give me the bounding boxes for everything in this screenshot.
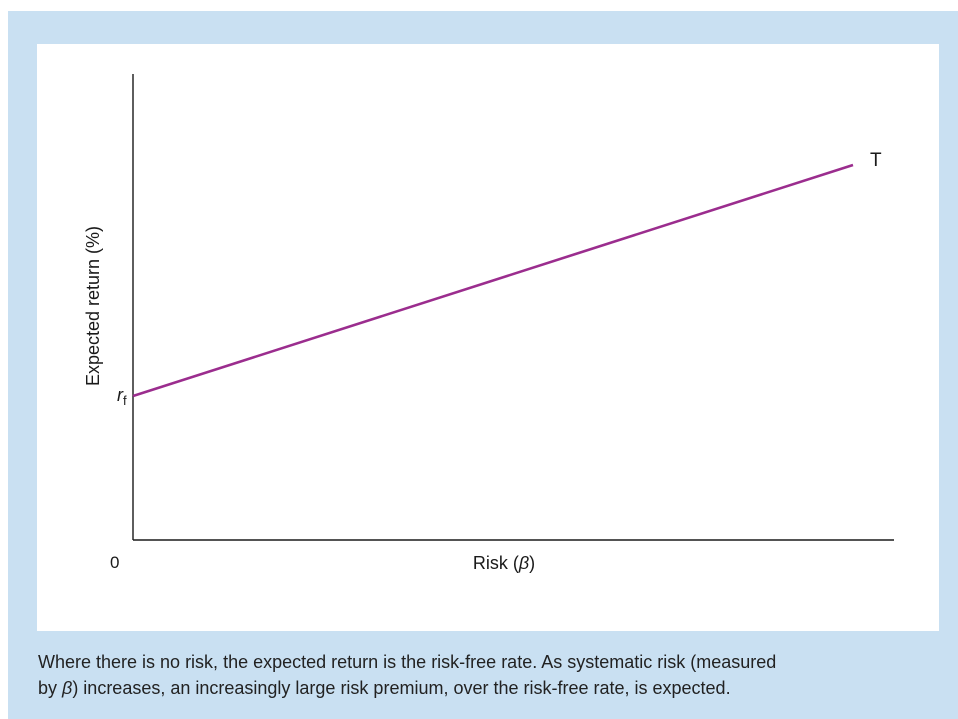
figure-frame: T 0 rf Risk (β) Expected return (%) Wher…	[8, 11, 958, 719]
series-label-T: T	[870, 150, 882, 171]
intercept-label: rf	[117, 385, 127, 408]
caption-line-2-post: ) increases, an increasingly large risk …	[72, 678, 731, 698]
x-axis-label-close: )	[529, 553, 535, 573]
origin-label: 0	[110, 553, 119, 572]
caption-line-2: by β) increases, an increasingly large r…	[38, 675, 943, 701]
caption-line-1: Where there is no risk, the expected ret…	[38, 652, 777, 672]
x-axis-label-text: Risk (	[473, 553, 519, 573]
intercept-label-sub: f	[123, 393, 127, 408]
caption-line-2-pre: by	[38, 678, 63, 698]
caption-beta-symbol: β	[62, 678, 73, 698]
chart-svg: T 0 rf Risk (β) Expected return (%)	[83, 74, 894, 573]
plot-panel: T 0 rf Risk (β) Expected return (%)	[37, 44, 939, 631]
figure-caption: Where there is no risk, the expected ret…	[38, 649, 943, 701]
intercept-label-main: r	[117, 385, 124, 405]
x-axis-label: Risk (β)	[473, 553, 535, 573]
x-axis-label-symbol: β	[518, 553, 529, 573]
series-line-T	[132, 163, 854, 398]
y-axis-label: Expected return (%)	[83, 226, 103, 386]
